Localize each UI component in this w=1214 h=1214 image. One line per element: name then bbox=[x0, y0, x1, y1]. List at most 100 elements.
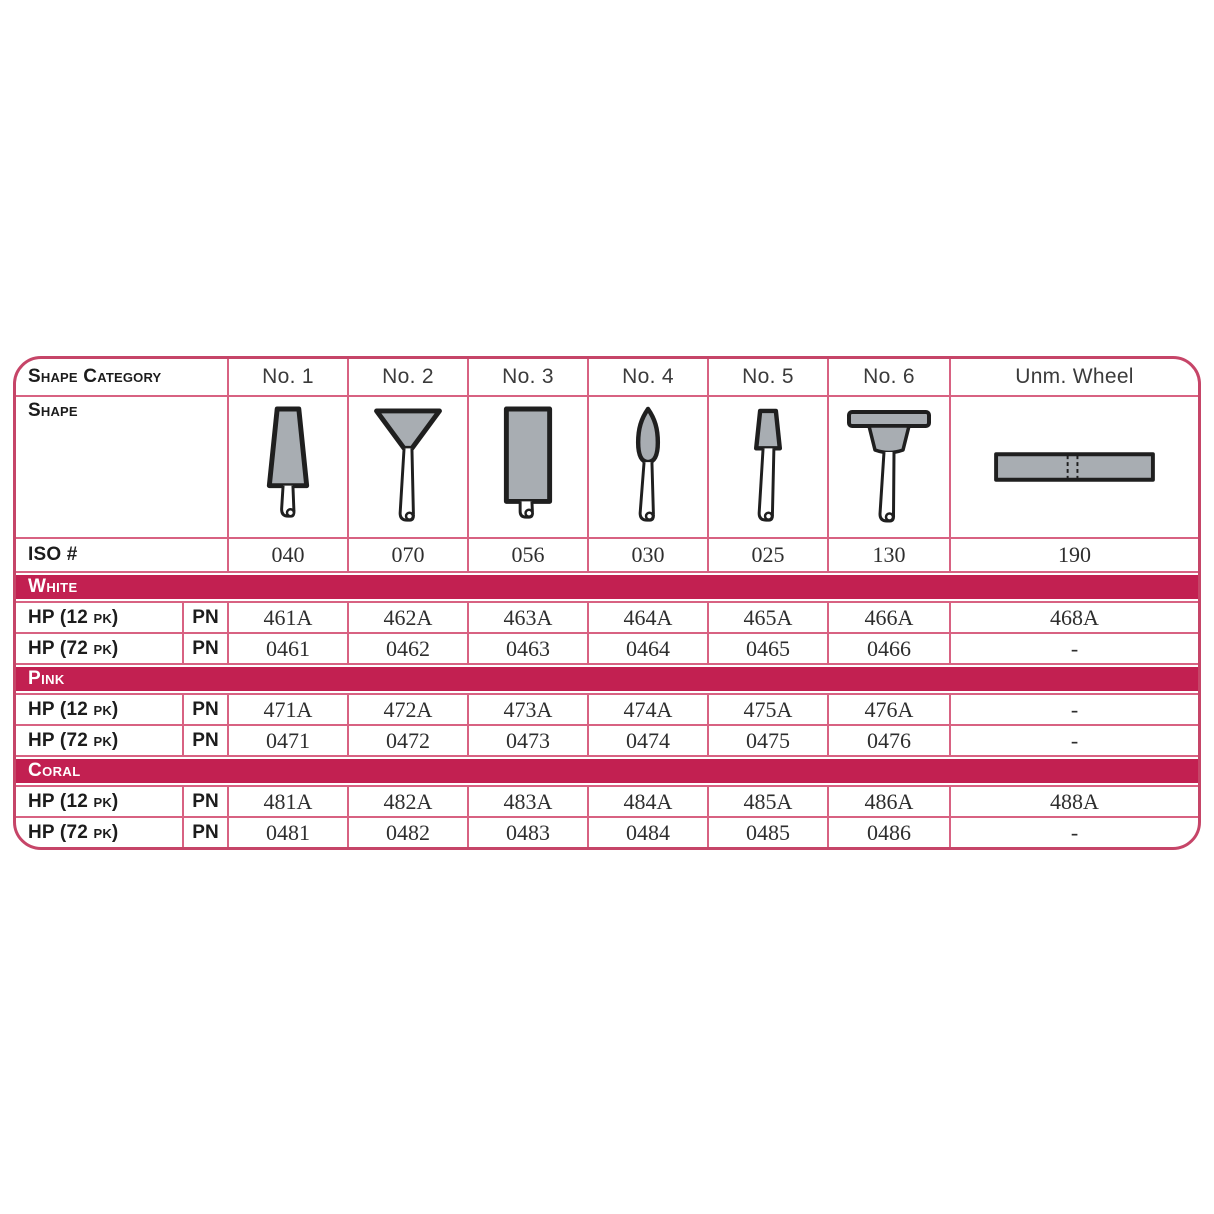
iso-row: ISO # 040 070 056 030 025 130 190 bbox=[16, 539, 1198, 573]
col-header-no3: No. 3 bbox=[469, 359, 589, 395]
pn-value-cell: 481A bbox=[229, 787, 349, 816]
shape-row-label-cell: Shape bbox=[16, 397, 229, 537]
section-band-coral-label: Coral bbox=[28, 760, 81, 781]
row-label-cell: HP (12 pk) bbox=[16, 603, 184, 632]
pn-header-cell: PN bbox=[184, 603, 229, 632]
row-label-cell: HP (12 pk) bbox=[16, 787, 184, 816]
shape-cell-no4 bbox=[589, 397, 709, 537]
pn-value-cell: 474A bbox=[589, 695, 709, 724]
pn-value-cell: 0475 bbox=[709, 726, 829, 755]
pn-value-cell: 0473 bbox=[469, 726, 589, 755]
iso-value-cell: 030 bbox=[589, 539, 709, 571]
pn-value-cell: - bbox=[1070, 635, 1079, 661]
pn-value-cell: 0483 bbox=[469, 818, 589, 847]
pn-value-cell: 465A bbox=[709, 603, 829, 632]
pn-value-cell: 486A bbox=[829, 787, 951, 816]
pn-value-cell: 483A bbox=[469, 787, 589, 816]
section-band-pink: Pink bbox=[16, 665, 1198, 693]
shape-cell-no3 bbox=[469, 397, 589, 537]
section-band-coral: Coral bbox=[16, 757, 1198, 785]
col-header-unm-wheel: Unm. Wheel bbox=[1015, 365, 1134, 388]
section-band-white-label: White bbox=[28, 576, 78, 597]
pn-value-cell: - bbox=[1070, 819, 1079, 845]
pn-value-cell: 0481 bbox=[229, 818, 349, 847]
table-row-white-12pk: HP (12 pk) PN 461A 462A 463A 464A 465A 4… bbox=[16, 601, 1198, 634]
pn-value-cell: 476A bbox=[829, 695, 951, 724]
iso-value-cell: 190 bbox=[1058, 542, 1091, 567]
iso-value-cell: 025 bbox=[709, 539, 829, 571]
header-row: Shape Category No. 1 No. 2 No. 3 No. 4 N… bbox=[16, 359, 1198, 397]
pn-value-cell: 0466 bbox=[829, 634, 951, 663]
pn-value-cell: 0465 bbox=[709, 634, 829, 663]
pn-value-cell: 0471 bbox=[229, 726, 349, 755]
iso-value-cell: 040 bbox=[229, 539, 349, 571]
pn-header-cell: PN bbox=[184, 818, 229, 847]
row-label-cell: HP (72 pk) bbox=[16, 634, 184, 663]
col-header-no5: No. 5 bbox=[709, 359, 829, 395]
pn-value-cell: 473A bbox=[469, 695, 589, 724]
pn-value-cell: 0485 bbox=[709, 818, 829, 847]
iso-value-cell: 130 bbox=[829, 539, 951, 571]
shape-cell-unm-wheel bbox=[951, 397, 1198, 537]
pn-value-cell: 466A bbox=[829, 603, 951, 632]
pn-value-cell: 484A bbox=[589, 787, 709, 816]
pn-value-cell: 0472 bbox=[349, 726, 469, 755]
pn-value-cell: 461A bbox=[229, 603, 349, 632]
table-row-white-72pk: HP (72 pk) PN 0461 0462 0463 0464 0465 0… bbox=[16, 634, 1198, 665]
pn-value-cell: 0461 bbox=[229, 634, 349, 663]
col-header-no1: No. 1 bbox=[229, 359, 349, 395]
pn-value-cell: 0464 bbox=[589, 634, 709, 663]
pn-value-cell: 471A bbox=[229, 695, 349, 724]
section-band-pink-label: Pink bbox=[28, 668, 65, 689]
small-taper-shape-icon bbox=[753, 408, 783, 522]
table-row-pink-12pk: HP (12 pk) PN 471A 472A 473A 474A 475A 4… bbox=[16, 693, 1198, 726]
iso-label-cell: ISO # bbox=[16, 539, 229, 571]
col-header-no2: No. 2 bbox=[349, 359, 469, 395]
taper-shape-icon bbox=[266, 406, 310, 518]
mounted-wheel-shape-icon bbox=[847, 410, 931, 523]
shape-category-label: Shape Category bbox=[28, 366, 162, 387]
table-row-coral-12pk: HP (12 pk) PN 481A 482A 483A 484A 485A 4… bbox=[16, 785, 1198, 818]
pn-value-cell: 468A bbox=[1050, 604, 1099, 630]
shape-cell-no5 bbox=[709, 397, 829, 537]
pn-value-cell: 488A bbox=[1050, 788, 1099, 814]
flame-shape-icon bbox=[635, 406, 661, 522]
pn-header-cell: PN bbox=[184, 634, 229, 663]
pn-value-cell: - bbox=[1070, 696, 1079, 722]
pn-value-cell: 0474 bbox=[589, 726, 709, 755]
pn-value-cell: 0486 bbox=[829, 818, 951, 847]
product-table: Shape Category No. 1 No. 2 No. 3 No. 4 N… bbox=[13, 356, 1201, 850]
table-row-coral-72pk: HP (72 pk) PN 0481 0482 0483 0484 0485 0… bbox=[16, 818, 1198, 847]
pn-header-cell: PN bbox=[184, 787, 229, 816]
col-header-no4: No. 4 bbox=[589, 359, 709, 395]
pn-value-cell: 0463 bbox=[469, 634, 589, 663]
iso-value-cell: 070 bbox=[349, 539, 469, 571]
pn-value-cell: 0476 bbox=[829, 726, 951, 755]
section-band-white: White bbox=[16, 573, 1198, 601]
pn-value-cell: 464A bbox=[589, 603, 709, 632]
pn-value-cell: - bbox=[1070, 727, 1079, 753]
table-row-pink-72pk: HP (72 pk) PN 0471 0472 0473 0474 0475 0… bbox=[16, 726, 1198, 757]
shape-category-header-cell: Shape Category bbox=[16, 359, 229, 395]
pn-value-cell: 472A bbox=[349, 695, 469, 724]
shape-cell-no1 bbox=[229, 397, 349, 537]
row-label-cell: HP (12 pk) bbox=[16, 695, 184, 724]
shape-row: Shape bbox=[16, 397, 1198, 539]
shape-cell-no2 bbox=[349, 397, 469, 537]
unmounted-wheel-shape-icon bbox=[994, 452, 1155, 482]
shape-cell-no6 bbox=[829, 397, 951, 537]
pn-value-cell: 462A bbox=[349, 603, 469, 632]
pn-value-cell: 475A bbox=[709, 695, 829, 724]
pn-value-cell: 463A bbox=[469, 603, 589, 632]
pn-value-cell: 0484 bbox=[589, 818, 709, 847]
row-label-cell: HP (72 pk) bbox=[16, 818, 184, 847]
col-header-no6: No. 6 bbox=[829, 359, 951, 395]
pn-value-cell: 482A bbox=[349, 787, 469, 816]
pn-header-cell: PN bbox=[184, 726, 229, 755]
cylinder-shape-icon bbox=[503, 406, 553, 519]
row-label-cell: HP (72 pk) bbox=[16, 726, 184, 755]
inverted-cone-shape-icon bbox=[374, 408, 442, 522]
pn-value-cell: 0482 bbox=[349, 818, 469, 847]
iso-value-cell: 056 bbox=[469, 539, 589, 571]
pn-value-cell: 485A bbox=[709, 787, 829, 816]
